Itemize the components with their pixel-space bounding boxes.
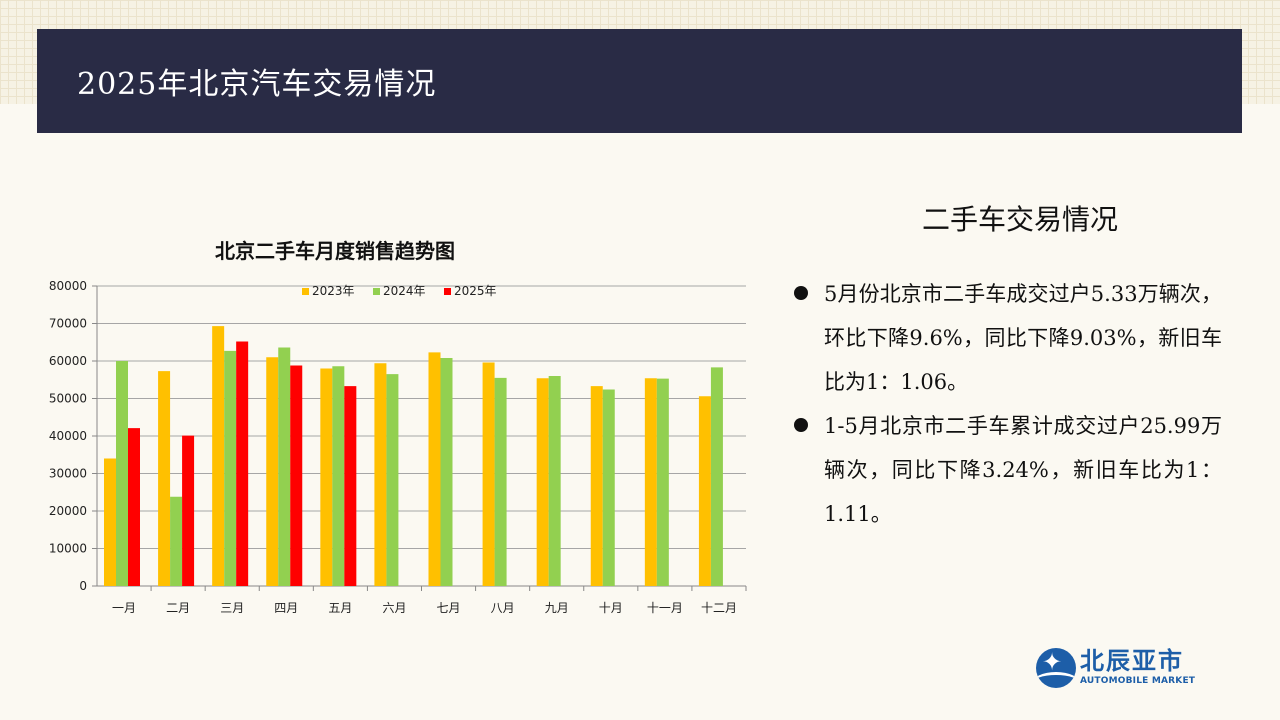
legend-swatch <box>302 288 309 295</box>
bar <box>344 386 357 586</box>
legend-label: 2024年 <box>383 284 426 298</box>
bar <box>602 389 615 586</box>
logo-chinese-text: 北辰亚市 <box>1080 647 1184 675</box>
bar <box>278 347 291 586</box>
bullet-item: 5月份北京市二手车成交过户5.33万辆次，环比下降9.6%，同比下降9.03%，… <box>792 272 1222 404</box>
chart-svg: 0 10000 20000 30000 40000 50000 60000 70000 8000… <box>49 279 747 615</box>
legend-label: 2023年 <box>312 284 355 298</box>
y-tick-label: 50000 <box>49 392 87 406</box>
bar <box>104 458 116 586</box>
bar <box>440 358 453 586</box>
bar <box>494 377 507 586</box>
legend-swatch <box>444 288 451 295</box>
y-tick-label: 10000 <box>49 542 87 556</box>
x-tick-label: 六月 <box>382 601 406 615</box>
bullet-item: 1-5月北京市二手车累计成交过户25.99万辆次，同比下降3.24%，新旧车比为… <box>792 404 1222 536</box>
bar <box>290 365 303 586</box>
x-tick-label: 四月 <box>274 601 298 615</box>
x-tick-label: 九月 <box>545 601 569 615</box>
y-tick-label: 30000 <box>49 467 87 481</box>
bar <box>266 357 279 586</box>
x-tick-label: 十二月 <box>701 601 737 615</box>
x-tick-label: 五月 <box>328 601 352 615</box>
bullet-dot-icon <box>794 286 808 300</box>
bar <box>224 350 237 586</box>
y-tick-label: 40000 <box>49 429 87 443</box>
bar <box>536 378 549 586</box>
legend-swatch <box>373 288 380 295</box>
y-tick-label: 80000 <box>49 279 87 293</box>
bar-chart: 北京二手车月度销售趋势图 0 10000 20000 30000 40000 50000 6… <box>40 225 760 625</box>
bar <box>128 428 140 586</box>
x-tick-label: 二月 <box>166 601 190 615</box>
y-tick-label: 20000 <box>49 504 87 518</box>
page-title: 2025年北京汽车交易情况 <box>77 67 437 102</box>
bar <box>158 371 171 586</box>
bar <box>548 376 561 586</box>
bar <box>428 352 441 586</box>
legend-label: 2025年 <box>454 284 497 298</box>
bar <box>332 366 345 586</box>
brand-logo: ✦ 北辰亚市 AUTOMOBILE MARKET <box>1036 646 1216 690</box>
bar <box>698 396 711 586</box>
bar <box>482 362 495 586</box>
bar <box>656 378 669 586</box>
bullet-text: 5月份北京市二手车成交过户5.33万辆次，环比下降9.6%，同比下降9.03%，… <box>824 282 1222 394</box>
logo-english-text: AUTOMOBILE MARKET <box>1080 676 1196 686</box>
bar <box>320 368 333 586</box>
bar <box>116 361 128 586</box>
y-tick-label: 60000 <box>49 354 87 368</box>
x-tick-label: 七月 <box>437 601 461 615</box>
bar <box>644 378 657 586</box>
header-bar: 2025年北京汽车交易情况 <box>37 29 1242 133</box>
x-tick-label: 十一月 <box>647 601 683 615</box>
bar <box>710 367 723 586</box>
y-tick-label: 0 <box>79 579 87 593</box>
bullet-text: 1-5月北京市二手车累计成交过户25.99万辆次，同比下降3.24%，新旧车比为… <box>824 414 1222 526</box>
x-tick-label: 十月 <box>599 601 623 615</box>
chart-title: 北京二手车月度销售趋势图 <box>215 239 455 263</box>
x-tick-label: 八月 <box>491 601 515 615</box>
bar <box>212 326 225 586</box>
bullet-list: 5月份北京市二手车成交过户5.33万辆次，环比下降9.6%，同比下降9.03%，… <box>792 272 1222 536</box>
bar <box>386 374 399 586</box>
section-title: 二手车交易情况 <box>921 203 1118 236</box>
bar <box>590 386 603 586</box>
bar <box>182 435 195 586</box>
y-tick-label: 70000 <box>49 317 87 331</box>
x-tick-label: 三月 <box>220 601 244 615</box>
x-tick-label: 一月 <box>112 601 136 615</box>
bullet-dot-icon <box>794 418 808 432</box>
star-globe-icon: ✦ <box>1036 648 1076 688</box>
bar <box>236 341 249 586</box>
bar <box>374 363 387 586</box>
bar <box>170 496 183 586</box>
